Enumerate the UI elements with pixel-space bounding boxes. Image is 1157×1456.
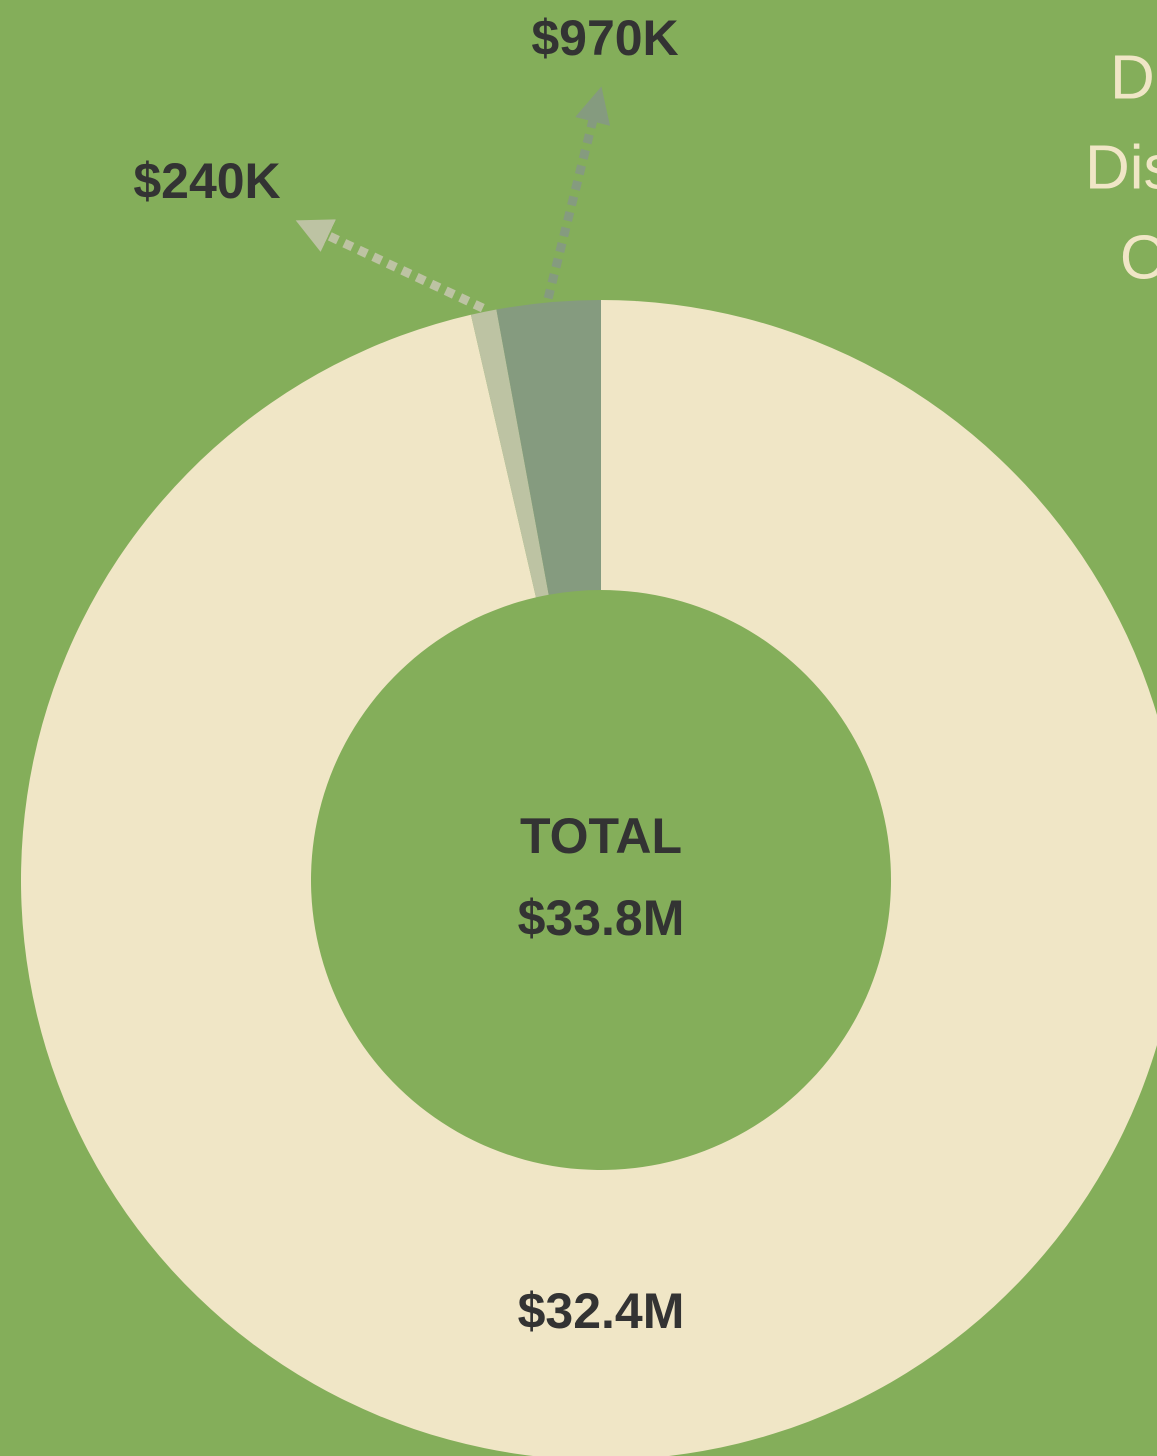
legend-text: D [1110, 43, 1155, 112]
center-title: TOTAL [520, 808, 682, 864]
value-label: $240K [133, 153, 280, 209]
center-total: $33.8M [518, 890, 685, 946]
value-label: $32.4M [518, 1283, 685, 1339]
legend-text: O [1120, 223, 1157, 292]
legend-text: Dis [1085, 133, 1157, 202]
value-label: $970K [531, 10, 678, 66]
leader-arrow [543, 86, 611, 300]
donut-slice [470, 309, 549, 598]
donut-slice [21, 300, 1157, 1456]
donut-slice [496, 300, 601, 595]
